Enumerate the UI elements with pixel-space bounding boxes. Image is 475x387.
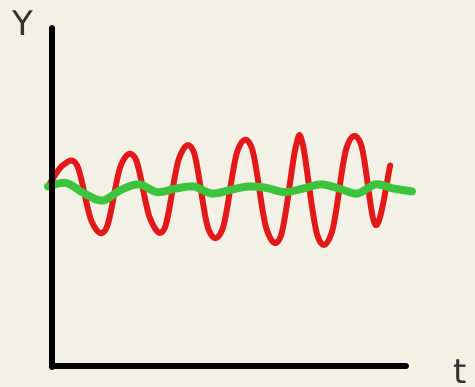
series-line-green [44,178,416,205]
y-axis-label: Y [11,4,33,44]
x-axis-label: t [453,352,466,387]
series-line-red [45,132,394,248]
series-layer [44,132,416,248]
